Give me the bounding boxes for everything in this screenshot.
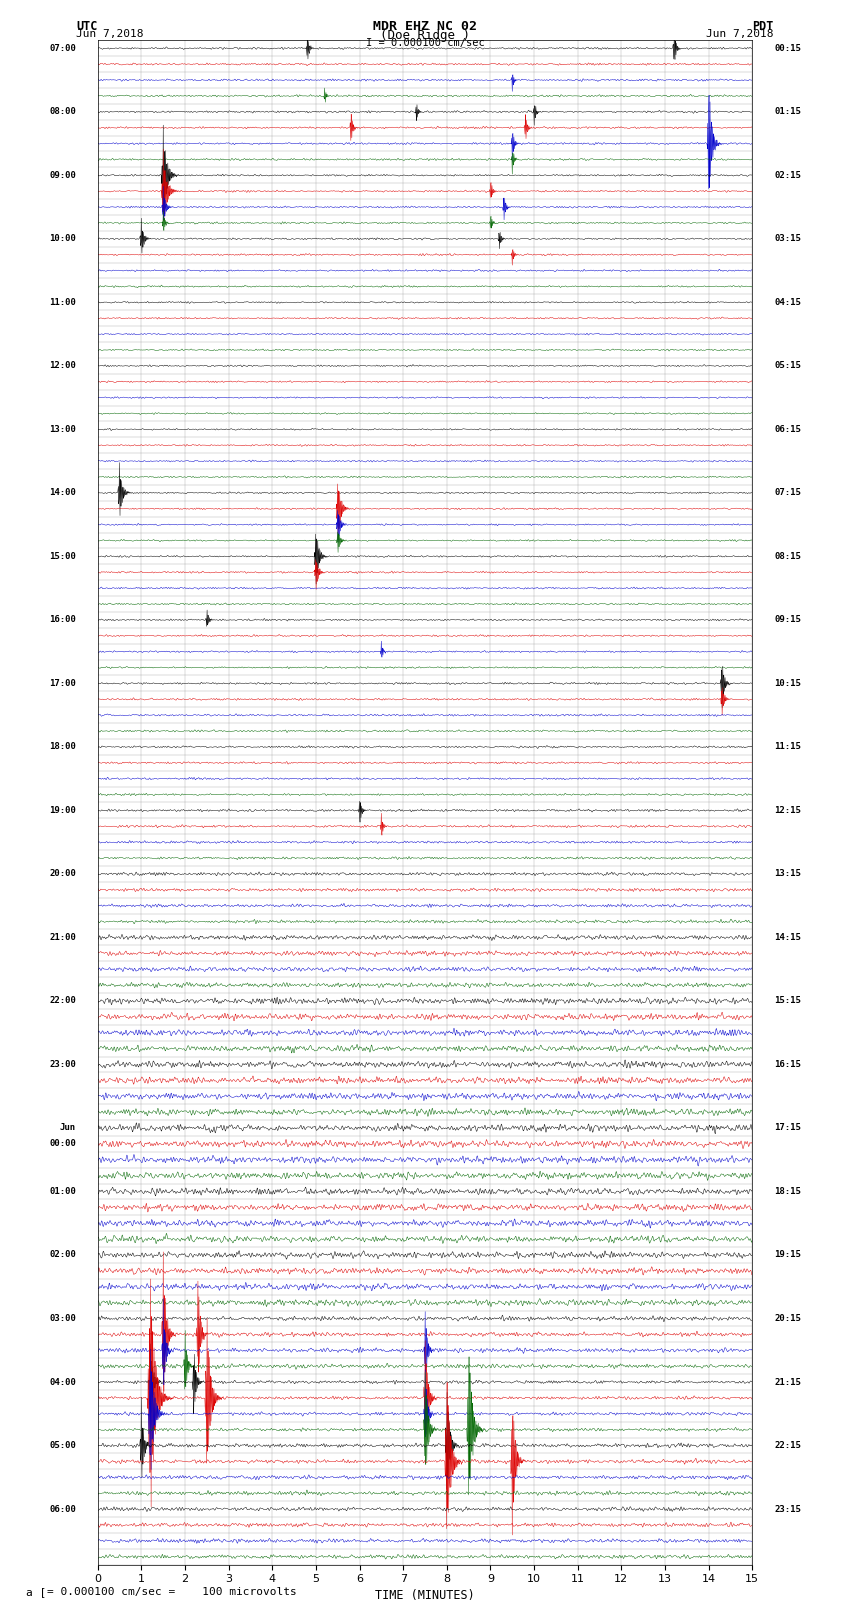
- Text: Jun 7,2018: Jun 7,2018: [76, 29, 144, 39]
- Text: 23:00: 23:00: [49, 1060, 76, 1069]
- Text: 21:15: 21:15: [774, 1378, 801, 1387]
- Text: Jun: Jun: [60, 1124, 76, 1132]
- Text: 03:00: 03:00: [49, 1315, 76, 1323]
- Text: I = 0.000100 cm/sec: I = 0.000100 cm/sec: [366, 37, 484, 48]
- Text: (Doe Ridge ): (Doe Ridge ): [380, 29, 470, 42]
- Text: 02:15: 02:15: [774, 171, 801, 179]
- Text: 18:00: 18:00: [49, 742, 76, 752]
- Text: 15:00: 15:00: [49, 552, 76, 561]
- Text: 04:15: 04:15: [774, 298, 801, 306]
- Text: 19:00: 19:00: [49, 806, 76, 815]
- Text: 12:15: 12:15: [774, 806, 801, 815]
- Text: 15:15: 15:15: [774, 997, 801, 1005]
- Text: 00:15: 00:15: [774, 44, 801, 53]
- Text: 16:15: 16:15: [774, 1060, 801, 1069]
- Text: 01:15: 01:15: [774, 108, 801, 116]
- Text: UTC: UTC: [76, 19, 98, 34]
- Text: 08:15: 08:15: [774, 552, 801, 561]
- Text: 20:00: 20:00: [49, 869, 76, 879]
- Text: 04:00: 04:00: [49, 1378, 76, 1387]
- Text: 14:15: 14:15: [774, 932, 801, 942]
- Text: 10:00: 10:00: [49, 234, 76, 244]
- Text: 13:00: 13:00: [49, 424, 76, 434]
- Text: 18:15: 18:15: [774, 1187, 801, 1195]
- Text: MDR EHZ NC 02: MDR EHZ NC 02: [373, 19, 477, 34]
- Text: 07:00: 07:00: [49, 44, 76, 53]
- Text: 13:15: 13:15: [774, 869, 801, 879]
- Text: 02:00: 02:00: [49, 1250, 76, 1260]
- Text: 05:00: 05:00: [49, 1440, 76, 1450]
- Text: a [: a [: [26, 1587, 46, 1597]
- Text: PDT: PDT: [752, 19, 774, 34]
- Text: 11:15: 11:15: [774, 742, 801, 752]
- Text: 17:00: 17:00: [49, 679, 76, 687]
- Text: 17:15: 17:15: [774, 1124, 801, 1132]
- Text: 10:15: 10:15: [774, 679, 801, 687]
- Text: 06:15: 06:15: [774, 424, 801, 434]
- Text: 09:15: 09:15: [774, 616, 801, 624]
- Text: 23:15: 23:15: [774, 1505, 801, 1513]
- Text: 11:00: 11:00: [49, 298, 76, 306]
- Text: 07:15: 07:15: [774, 489, 801, 497]
- Text: 14:00: 14:00: [49, 489, 76, 497]
- Text: = 0.000100 cm/sec =    100 microvolts: = 0.000100 cm/sec = 100 microvolts: [47, 1587, 297, 1597]
- Text: Jun 7,2018: Jun 7,2018: [706, 29, 774, 39]
- Text: 00:00: 00:00: [49, 1139, 76, 1148]
- Text: 19:15: 19:15: [774, 1250, 801, 1260]
- Text: 12:00: 12:00: [49, 361, 76, 371]
- Text: 21:00: 21:00: [49, 932, 76, 942]
- Text: 22:00: 22:00: [49, 997, 76, 1005]
- Text: 09:00: 09:00: [49, 171, 76, 179]
- Text: 08:00: 08:00: [49, 108, 76, 116]
- Text: 03:15: 03:15: [774, 234, 801, 244]
- Text: 06:00: 06:00: [49, 1505, 76, 1513]
- X-axis label: TIME (MINUTES): TIME (MINUTES): [375, 1589, 475, 1602]
- Text: 01:00: 01:00: [49, 1187, 76, 1195]
- Text: 22:15: 22:15: [774, 1440, 801, 1450]
- Text: 16:00: 16:00: [49, 616, 76, 624]
- Text: 05:15: 05:15: [774, 361, 801, 371]
- Text: 20:15: 20:15: [774, 1315, 801, 1323]
